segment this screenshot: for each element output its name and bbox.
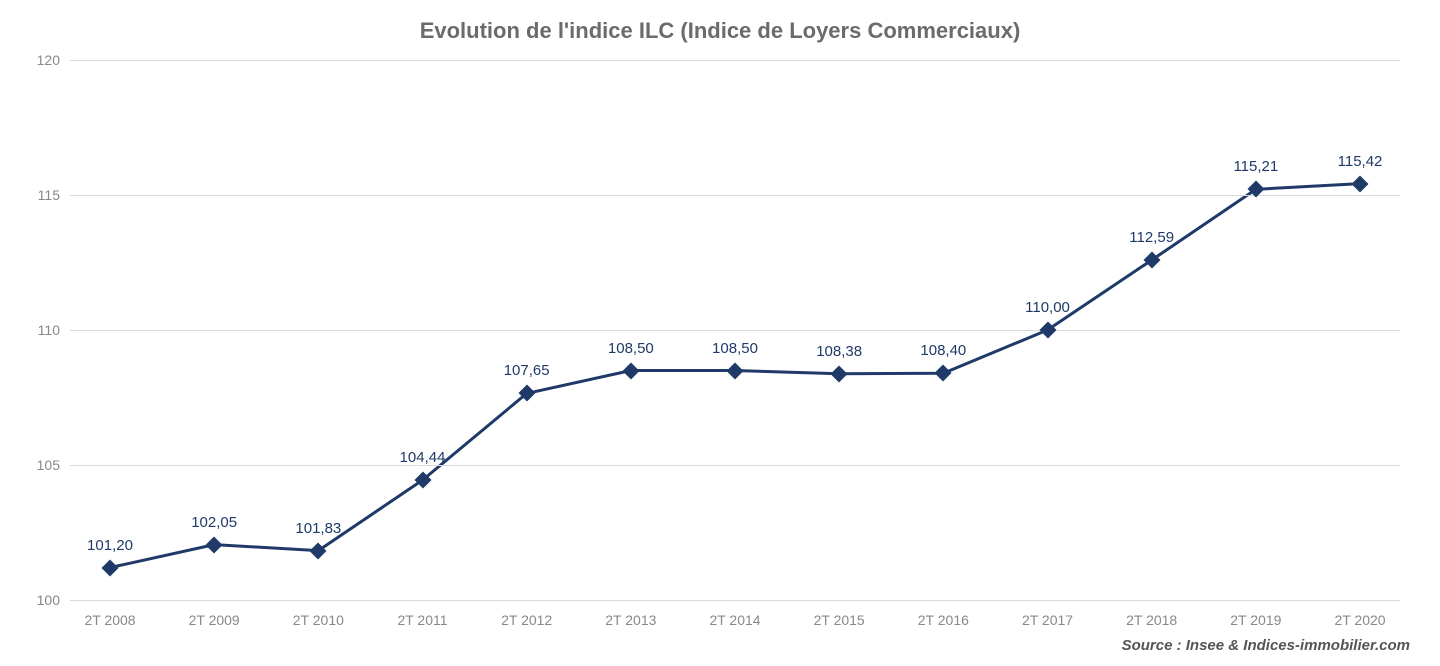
x-axis-tick-label: 2T 2008 (84, 600, 135, 628)
x-axis-tick-label: 2T 2018 (1126, 600, 1177, 628)
x-axis-tick-label: 2T 2014 (709, 600, 760, 628)
gridline (70, 465, 1400, 466)
x-axis-tick-label: 2T 2009 (189, 600, 240, 628)
x-axis-tick-label: 2T 2015 (814, 600, 865, 628)
data-label: 108,38 (816, 343, 862, 360)
y-axis-tick-label: 100 (37, 592, 70, 608)
data-label: 108,40 (920, 342, 966, 359)
chart-title: Evolution de l'indice ILC (Indice de Loy… (0, 0, 1440, 44)
source-attribution: Source : Insee & Indices-immobilier.com (1122, 637, 1410, 654)
y-axis-tick-label: 115 (38, 187, 70, 203)
x-axis-tick-label: 2T 2010 (293, 600, 344, 628)
data-label: 102,05 (191, 514, 237, 531)
x-axis-tick-label: 2T 2011 (397, 600, 447, 628)
gridline (70, 330, 1400, 331)
data-label: 101,20 (87, 537, 133, 554)
data-label: 112,59 (1129, 229, 1174, 246)
data-label: 101,83 (295, 520, 341, 537)
plot-area: 1001051101151202T 20082T 20092T 20102T 2… (70, 60, 1400, 600)
y-axis-tick-label: 110 (38, 322, 70, 338)
data-label: 107,65 (504, 362, 550, 379)
data-label: 110,00 (1025, 299, 1070, 316)
x-axis-tick-label: 2T 2017 (1022, 600, 1073, 628)
gridline (70, 195, 1400, 196)
gridline (70, 60, 1400, 61)
chart-container: Evolution de l'indice ILC (Indice de Loy… (0, 0, 1440, 666)
y-axis-tick-label: 120 (37, 52, 70, 68)
data-label: 104,44 (400, 449, 446, 466)
data-label: 108,50 (712, 340, 758, 357)
x-axis-tick-label: 2T 2019 (1230, 600, 1281, 628)
data-label: 115,42 (1338, 153, 1383, 170)
y-axis-tick-label: 105 (37, 457, 70, 473)
data-label: 115,21 (1233, 158, 1278, 175)
x-axis-tick-label: 2T 2016 (918, 600, 969, 628)
data-label: 108,50 (608, 340, 654, 357)
x-axis-tick-label: 2T 2020 (1334, 600, 1385, 628)
x-axis-tick-label: 2T 2013 (605, 600, 656, 628)
x-axis-tick-label: 2T 2012 (501, 600, 552, 628)
